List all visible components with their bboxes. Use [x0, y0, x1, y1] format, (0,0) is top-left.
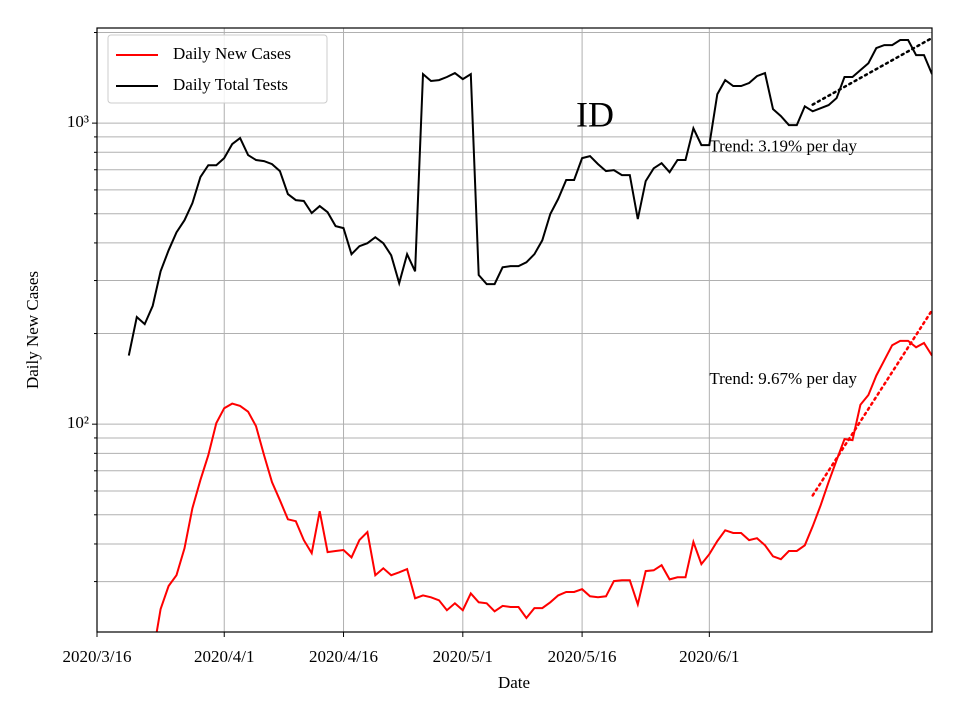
annotation: Trend: 3.19% per day	[709, 136, 857, 155]
x-tick-label: 2020/3/16	[63, 647, 132, 666]
legend-box	[107, 34, 328, 104]
trend-line	[811, 36, 932, 106]
plot-lines	[127, 36, 932, 632]
legend-label: Daily New Cases	[173, 44, 291, 63]
data-line	[127, 39, 932, 356]
x-tick-label: 2020/5/16	[548, 647, 617, 666]
annotation: Trend: 9.67% per day	[709, 369, 857, 388]
grid	[96, 28, 932, 632]
trend-line	[811, 309, 932, 497]
legend: Daily New Cases Daily Total Tests	[107, 34, 328, 104]
y-tick-label: 10²	[67, 413, 89, 432]
x-tick-label: 2020/4/16	[309, 647, 378, 666]
y-axis-label: Daily New Cases	[23, 271, 42, 389]
x-tick-label: 2020/4/1	[194, 647, 254, 666]
x-axis-label: Date	[498, 673, 530, 692]
x-tick-label: 2020/5/1	[433, 647, 493, 666]
y-tick-label: 10³	[67, 112, 89, 131]
x-tick-label: 2020/6/1	[679, 647, 739, 666]
plot-frame	[96, 27, 933, 633]
data-line	[155, 339, 932, 632]
legend-label: Daily Total Tests	[173, 75, 288, 94]
chart-title: ID	[576, 94, 614, 134]
